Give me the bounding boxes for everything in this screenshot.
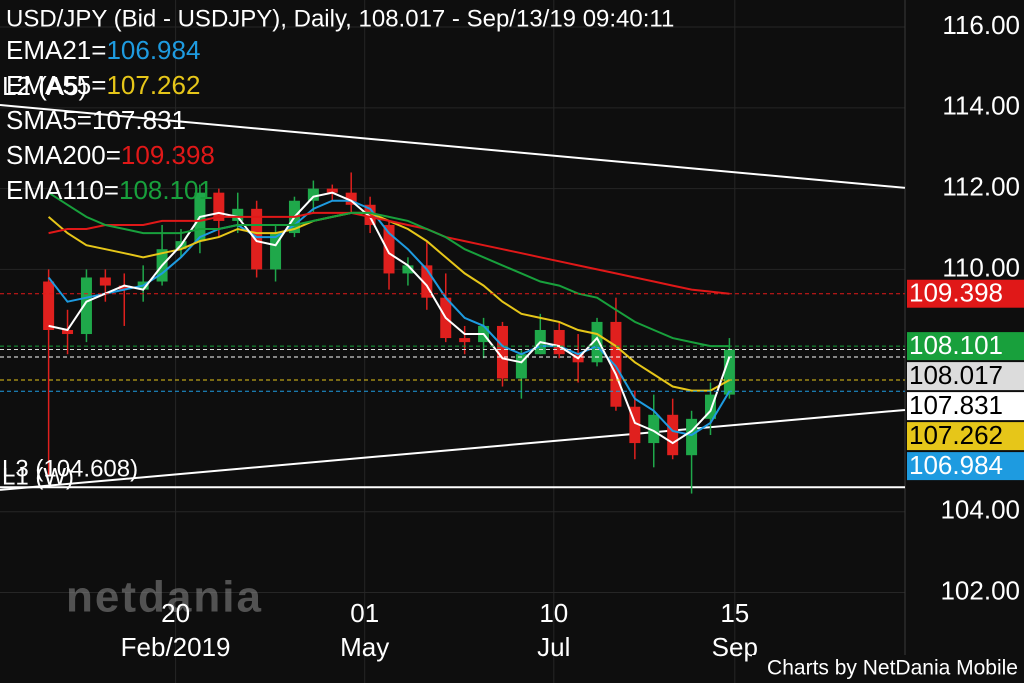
price-tag-label: 106.984	[909, 450, 1003, 480]
legend-name: EMA110=	[6, 175, 119, 205]
candle-body	[686, 418, 698, 456]
y-tick-label: 110.00	[942, 252, 1020, 282]
trendline	[0, 104, 906, 189]
candle-body	[213, 192, 225, 221]
price-tag-label: 108.017	[909, 360, 1003, 390]
candle-body	[364, 204, 376, 225]
indicator-line	[48, 191, 730, 348]
chart-title: USD/JPY (Bid - USDJPY), Daily, 108.017 -…	[6, 5, 674, 32]
candle-body	[80, 277, 92, 335]
legend-entry: EMA55=107.262	[6, 70, 200, 100]
trendline-label: L1 (W)	[2, 463, 74, 490]
y-tick-label: 104.00	[940, 495, 1020, 525]
price-tag-label: 107.831	[909, 390, 1003, 420]
legend-name: EMA21=	[6, 35, 106, 65]
x-tick-sublabel: Jul	[537, 632, 570, 662]
trendline-label: L2 (A5)	[2, 71, 87, 101]
y-tick-label: 112.00	[942, 171, 1020, 201]
footer: Charts by NetDania Mobile	[767, 657, 1018, 680]
legend-name: EMA55=	[6, 70, 106, 100]
legend-name: SMA200=	[6, 140, 121, 170]
price-tag-label: 108.101	[909, 330, 1003, 360]
candle-body	[629, 406, 641, 444]
candle-body	[118, 285, 130, 290]
plot	[0, 104, 906, 494]
watermark-group: netdania	[66, 573, 263, 622]
candle-body	[43, 281, 55, 330]
candle-body	[251, 208, 263, 270]
x-tick-label: 20	[161, 598, 190, 628]
candle-body	[610, 321, 622, 407]
legend-entry: EMA110=108.101	[6, 175, 213, 205]
indicator-line	[47, 199, 731, 437]
price-tag	[907, 422, 1024, 451]
candle-body	[307, 188, 319, 201]
y-tick-label: 116.00	[942, 10, 1020, 40]
legend-entry: SMA5=107.831	[6, 105, 186, 135]
y-tick-label: 114.00	[942, 91, 1020, 121]
hline-label: L3 (104.608)	[2, 456, 138, 483]
x-tick-sublabel: Feb/2019	[121, 632, 231, 662]
candle-body	[591, 321, 603, 363]
x-tick-sublabel: May	[340, 632, 389, 662]
price-tag	[907, 332, 1024, 361]
footer-bg	[752, 655, 1024, 683]
candle-body	[62, 329, 74, 335]
candle-body	[667, 414, 679, 456]
candle-body	[496, 325, 508, 379]
indicator-line	[48, 211, 730, 295]
candle-body	[459, 338, 471, 343]
candle-body	[723, 349, 735, 395]
candle-body	[99, 277, 111, 286]
candle-body	[421, 265, 433, 298]
candle-body	[515, 354, 527, 379]
candle-body	[270, 233, 282, 270]
overlay: 20 Feb/2019 01 May 10 Jul 15 Sep L3 (104.608) EMA…	[2, 35, 1024, 662]
legend-value: 107.262	[106, 70, 200, 100]
candle-body	[326, 188, 338, 193]
legend-name: SMA5=	[6, 105, 92, 135]
candle-body	[704, 394, 716, 419]
legend-entry: EMA21=106.984	[6, 35, 200, 65]
legend-value: 107.831	[92, 105, 186, 135]
candle-body	[648, 414, 660, 444]
y-tick-label: 102.00	[940, 575, 1020, 605]
indicator-line	[48, 191, 731, 445]
price-tag	[907, 452, 1024, 481]
watermark: netdania	[66, 573, 263, 622]
price-tag-label: 107.262	[909, 420, 1003, 450]
price-tag	[907, 392, 1024, 421]
x-tick-sublabel: Sep	[712, 632, 758, 662]
legend-value: 106.984	[106, 35, 200, 65]
candle-body	[553, 329, 565, 355]
x-tick-label: 15	[720, 598, 749, 628]
candle-body	[383, 224, 395, 274]
legend-value: 109.398	[121, 140, 215, 170]
price-tag-label: 109.398	[909, 278, 1003, 308]
candle-body	[232, 208, 244, 221]
x-tick-label: 10	[539, 598, 568, 628]
legend-value: 108.101	[119, 175, 213, 205]
candle-body	[402, 265, 414, 274]
price-tag	[907, 279, 1024, 308]
candle-body	[345, 192, 357, 205]
price-tag	[907, 362, 1024, 391]
x-tick-label: 01	[350, 598, 379, 628]
legend-entry: SMA200=109.398	[6, 140, 215, 170]
trendline	[0, 408, 906, 491]
